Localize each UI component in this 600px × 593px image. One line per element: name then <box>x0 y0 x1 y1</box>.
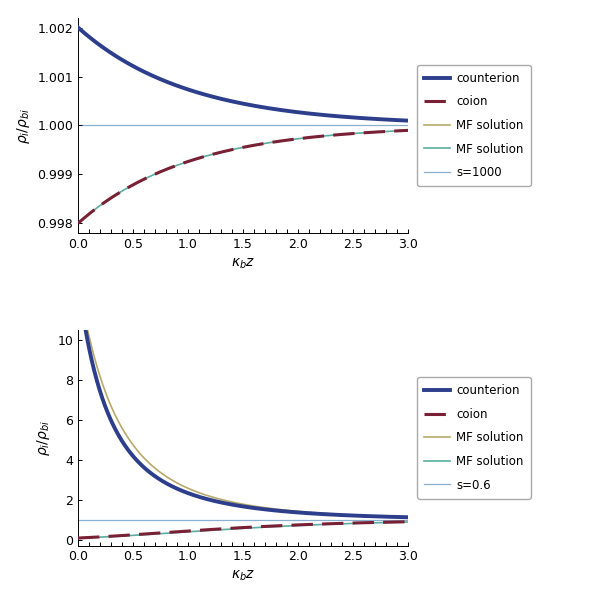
X-axis label: $\kappa_b z$: $\kappa_b z$ <box>231 569 255 584</box>
X-axis label: $\kappa_b z$: $\kappa_b z$ <box>231 257 255 271</box>
Legend: counterion, coion, MF solution, MF solution, s=0.6: counterion, coion, MF solution, MF solut… <box>417 377 530 499</box>
Y-axis label: $\rho_i/\rho_{bi}$: $\rho_i/\rho_{bi}$ <box>35 420 52 456</box>
Y-axis label: $\rho_i/\rho_{bi}$: $\rho_i/\rho_{bi}$ <box>15 107 32 144</box>
Legend: counterion, coion, MF solution, MF solution, s=1000: counterion, coion, MF solution, MF solut… <box>417 65 530 186</box>
